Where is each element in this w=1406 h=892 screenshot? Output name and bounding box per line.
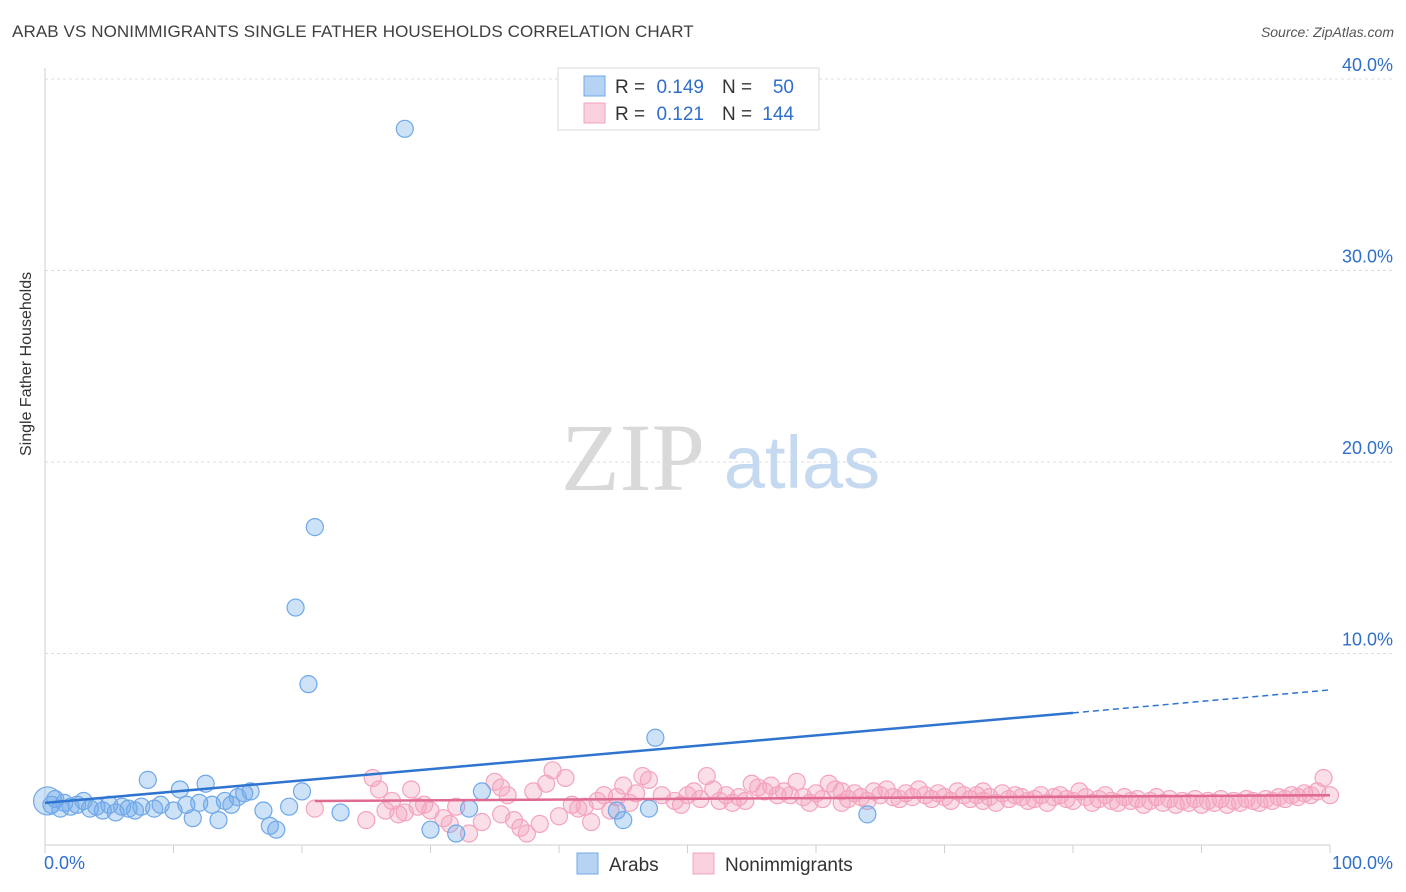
bottom-legend-label-nonimmigrants: Nonimmigrants [725,855,853,876]
y-tick-label: 40.0% [1342,55,1393,75]
nonimmigrants-point [472,812,491,832]
arabs-points [32,119,877,843]
nonimmigrants-point [517,824,536,843]
arabs-point [183,809,202,828]
nonimmigrants-point [1314,768,1333,788]
trend-lines [44,689,1331,805]
bottom-legend-label-arabs: Arabs [609,855,659,876]
nonimmigrants-point [459,824,479,843]
arabs-point [305,518,324,537]
arabs-point [286,598,305,617]
arabs-point [138,770,157,789]
arabs-point [241,782,260,801]
legend-r-value: 0.149 [656,77,704,98]
nonimmigrants-point [389,805,408,824]
legend-swatch [583,102,606,124]
nonimmigrants-point [626,784,646,803]
arabs-point [254,801,273,820]
arabs-point [280,797,299,816]
arabs-point [267,820,286,839]
nonimmigrants-point [549,807,569,826]
nonimmigrants-point [736,791,755,811]
arabs-point [299,675,318,694]
arabs-point [607,801,626,820]
legend-n-value: 144 [762,104,794,125]
nonimmigrants-point [671,795,691,814]
y-tick-label: 20.0% [1342,438,1393,458]
arabs-point [209,811,228,830]
arabs-point [646,728,665,747]
arabs-point [639,799,659,818]
chart-source: Source: ZipAtlas.com [1260,24,1394,40]
nonimmigrants-point [402,780,421,799]
nonimmigrants-point [370,780,389,799]
axes: 0.0% 100.0% [44,68,1393,873]
nonimmigrants-point [357,811,376,830]
x-tick-label: 100.0% [1332,853,1393,873]
legend-swatch [583,75,606,97]
arabs-point [459,799,479,818]
arabs-point [858,805,877,824]
nonimmigrants-point [492,805,511,824]
chart-title: ARAB VS NONIMMIGRANTS SINGLE FATHER HOUS… [12,22,694,41]
arabs-point [395,119,414,138]
gridlines: 10.0% 20.0% 30.0% 40.0% [45,55,1393,654]
watermark-zip: ZIP [561,404,705,511]
nonimmigrants-point [530,814,549,834]
nonimmigrants-point [440,814,459,834]
nonimmigrants-point [582,812,601,832]
arabs-point [331,803,350,822]
y-tick-label: 10.0% [1342,630,1393,650]
watermark: ZIP atlas [561,404,880,511]
arabs-point [472,782,491,801]
legend-r-label: R = [615,77,645,98]
legend-n-label: N = [722,77,752,98]
arabs-point [292,782,312,801]
bottom-legend-swatch-arabs [576,852,599,875]
arabs-point [447,824,466,843]
nonimmigrants-trend-line [314,793,1331,803]
arabs-trend-extension [1072,689,1331,714]
arabs-point [421,820,440,839]
arabs-point [614,811,633,830]
arabs-trend-line [44,711,1074,805]
nonimmigrants-point [498,786,517,805]
legend-n-label: N = [722,104,752,125]
bottom-legend-swatch-nonimmigrants [692,852,715,875]
legend-r-value: 0.121 [656,104,704,125]
bottom-legend: Arabs Nonimmigrants [576,852,853,876]
legend: R = 0.149 N = 50 R = 0.121 N = 144 [557,67,820,131]
nonimmigrants-point [305,799,324,818]
watermark-atlas: atlas [724,421,880,504]
x-tick-label: 0.0% [44,853,85,873]
nonimmigrants-point [787,772,806,791]
legend-n-value: 50 [773,77,794,98]
legend-r-label: R = [615,104,645,125]
nonimmigrants-point [973,782,993,801]
nonimmigrants-point [639,770,659,789]
y-tick-label: 30.0% [1342,247,1393,267]
nonimmigrants-point [556,768,575,788]
